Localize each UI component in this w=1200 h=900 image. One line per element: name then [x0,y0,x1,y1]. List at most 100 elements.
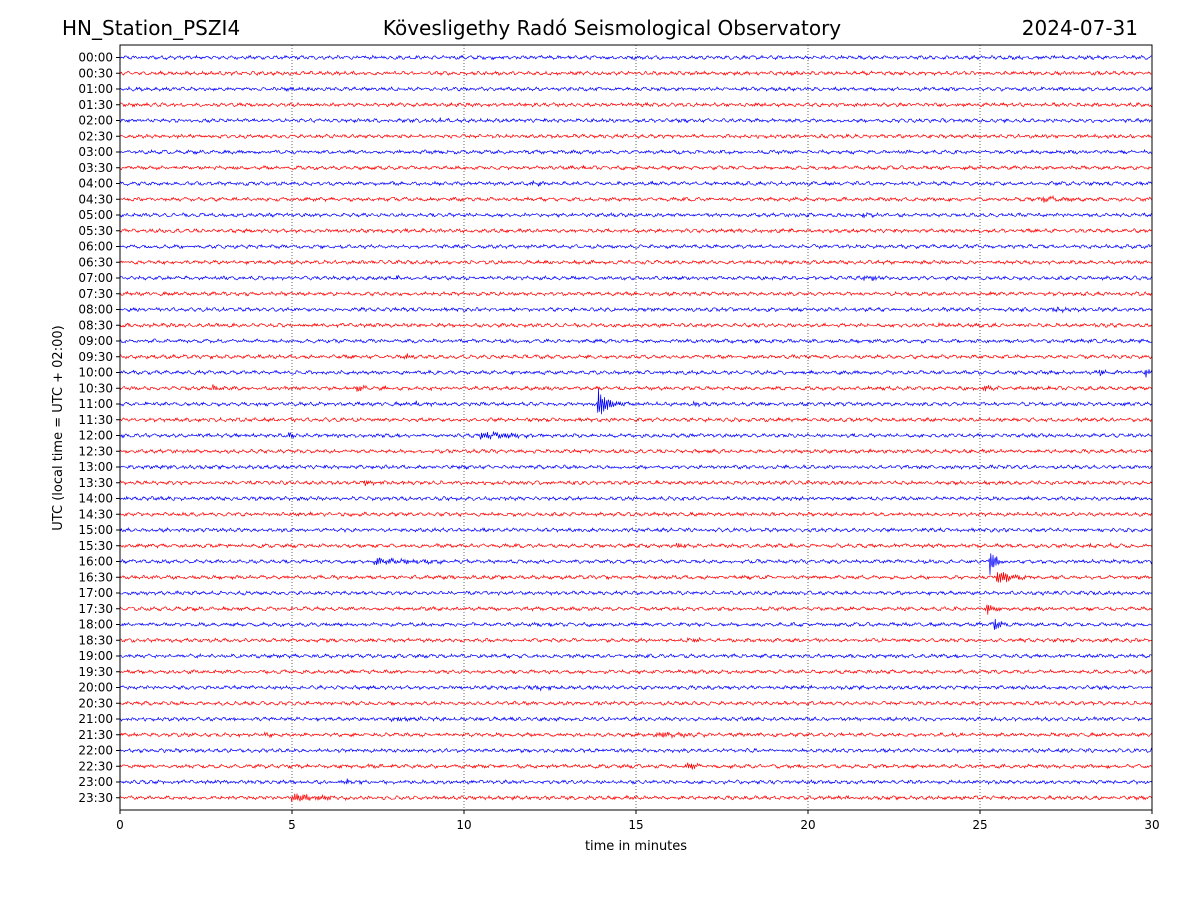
station-label: HN_Station_PSZI4 [62,16,240,40]
date-label: 2024-07-31 [1022,16,1138,40]
y-tick-label: 22:00 [78,744,113,758]
trace-line [119,164,1153,171]
trace-line [119,338,1153,344]
trace-line [119,715,1153,723]
y-tick-label: 11:00 [78,397,113,411]
seismic-traces [119,54,1153,803]
y-tick-label: 18:30 [78,633,113,647]
y-tick-label: 15:30 [78,539,113,553]
trace-line [119,526,1153,533]
x-axis-label: time in minutes [585,839,687,854]
trace-line [119,290,1153,297]
y-tick-label: 13:30 [78,476,113,490]
trace-line [119,448,1153,455]
y-tick-label: 07:00 [78,271,113,285]
y-tick-label: 13:00 [78,460,113,474]
trace-line [119,388,1153,415]
y-tick-label: 23:30 [78,791,113,805]
y-tick-label: 00:00 [78,51,113,65]
y-tick-label: 01:00 [78,82,113,96]
y-tick-label: 08:30 [78,318,113,332]
trace-line [119,384,1153,392]
y-tick-label: 06:30 [78,255,113,269]
y-tick-label: 15:00 [78,523,113,537]
x-tick-label: 25 [972,818,987,832]
y-tick-label: 11:30 [78,413,113,427]
trace-line [119,636,1153,644]
y-tick-label: 09:30 [78,350,113,364]
y-tick-label: 21:00 [78,712,113,726]
x-tick-label: 15 [628,818,643,832]
trace-line [119,321,1153,329]
y-tick-label: 10:00 [78,366,113,380]
y-tick-label: 01:30 [78,98,113,112]
trace-line [119,243,1153,250]
trace-line [119,211,1153,219]
y-tick-label: 00:30 [78,66,113,80]
chart-title: Kövesligethy Radó Seismological Observat… [383,16,841,40]
trace-line [119,589,1153,597]
y-tick-label: 18:00 [78,618,113,632]
y-tick-label: 14:00 [78,492,113,506]
y-tick-label: 06:00 [78,240,113,254]
y-tick-label: 08:00 [78,303,113,317]
trace-line [119,85,1153,92]
y-tick-label: 03:00 [78,145,113,159]
trace-line [119,306,1153,314]
y-tick-label: 17:30 [78,602,113,616]
trace-line [119,793,1153,803]
trace-line [119,117,1153,124]
trace-line [119,684,1153,692]
y-tick-label: 23:00 [78,775,113,789]
trace-line [119,542,1153,549]
y-tick-label: 04:00 [78,177,113,191]
trace-line [119,747,1153,754]
y-tick-label: 07:30 [78,287,113,301]
trace-line [119,259,1153,266]
y-tick-label: 03:30 [78,161,113,175]
y-tick-label: 22:30 [78,759,113,773]
y-tick-label: 04:30 [78,192,113,206]
y-tick-label: 10:30 [78,381,113,395]
trace-line [119,416,1153,423]
trace-line [119,70,1153,77]
y-tick-label: 17:00 [78,586,113,600]
y-tick-label: 16:00 [78,555,113,569]
trace-line [119,227,1153,234]
y-tick-label: 12:30 [78,444,113,458]
trace-line [119,778,1153,786]
y-tick-label: 20:00 [78,681,113,695]
y-tick-label: 19:30 [78,665,113,679]
trace-line [119,553,1153,575]
trace-line [119,618,1153,630]
trace-line [119,369,1153,378]
trace-line [119,572,1153,583]
trace-line [119,101,1153,108]
trace-line [119,148,1153,156]
y-tick-label: 09:00 [78,334,113,348]
trace-line [119,431,1153,440]
trace-line [119,54,1153,61]
y-tick-label: 05:00 [78,208,113,222]
x-tick-label: 0 [116,818,124,832]
trace-line [119,133,1153,140]
y-axis-label: UTC (local time = UTC + 02:00) [51,325,66,530]
trace-line [119,353,1153,361]
plot-frame [119,44,1153,811]
y-tick-label: 19:00 [78,649,113,663]
trace-line [119,668,1153,675]
x-tick-label: 20 [800,818,815,832]
y-tick-label: 21:30 [78,728,113,742]
y-tick-label: 02:30 [78,129,113,143]
trace-line [119,194,1153,203]
x-tick-label: 30 [1144,818,1159,832]
trace-line [119,510,1153,518]
x-tick-label: 5 [288,818,296,832]
y-tick-label: 05:30 [78,224,113,238]
trace-line [119,700,1153,707]
trace-line [119,479,1153,487]
y-tick-label: 16:30 [78,570,113,584]
trace-line [119,604,1153,615]
